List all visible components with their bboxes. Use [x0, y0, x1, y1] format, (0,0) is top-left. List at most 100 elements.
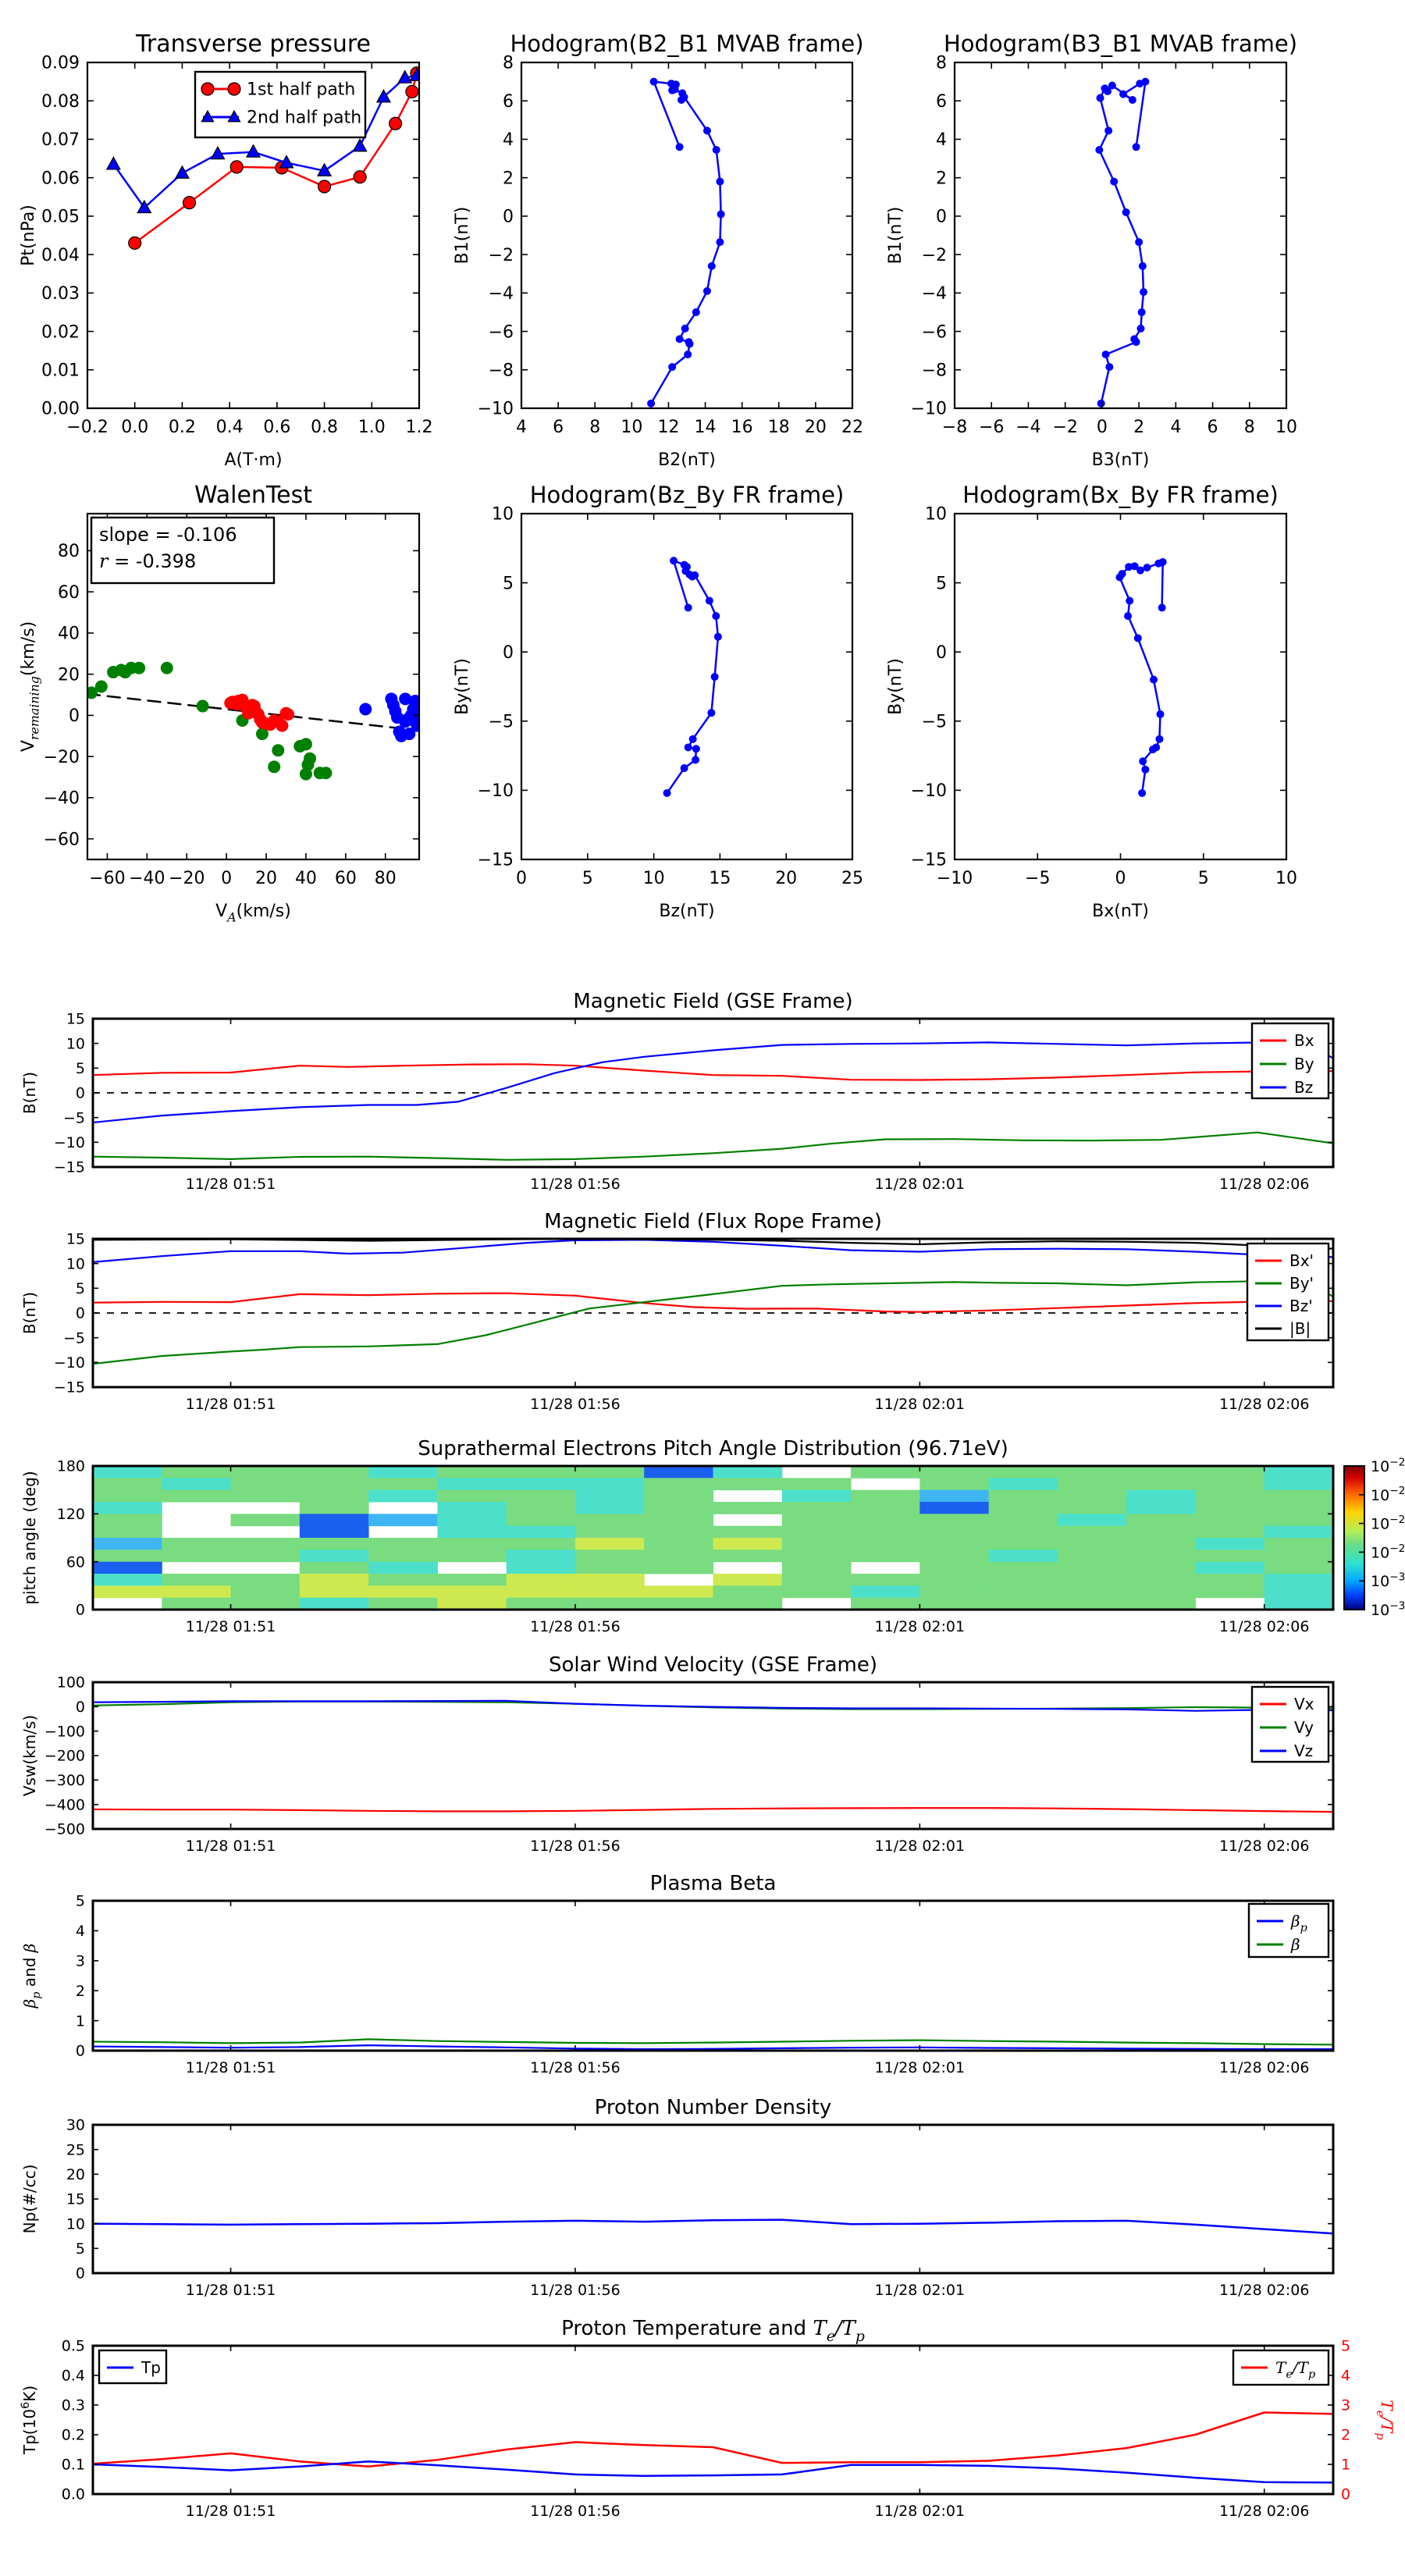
hodogram-bx-by-chart-ytick-label: −5 [922, 713, 947, 732]
hodogram-b2-b1-chart-ytick-label: 4 [503, 130, 514, 150]
pitch-angle-distribution-heatmap-ticks [93, 1465, 1333, 1610]
hodogram-bz-by-chart-xtick-label: 20 [775, 869, 797, 888]
proton-temperature-chart-frame [91, 2344, 1335, 2496]
proton-density-chart-title: Proton Number Density [595, 2096, 832, 2119]
magnetic-field-fr-chart: 11/28 01:51 11/28 01:56 11/28 02:01 11/28 0… [15, 1206, 1364, 1436]
magnetic-field-gse-chart-ytick-label: 5 [76, 1060, 85, 1077]
colorbar-tick-label: 10−30 [1371, 1571, 1405, 1591]
walen-test-chart-ytick-label: −40 [44, 789, 80, 809]
walen-test-chart-ytick-label: 60 [58, 583, 80, 603]
magnetic-field-gse-chart-title: Magnetic Field (GSE Frame) [573, 990, 852, 1013]
hodogram-bz-by-chart-xlabel: Bz(nT) [659, 902, 714, 921]
hodogram-b2-b1-chart-ytick-label: −6 [489, 322, 514, 342]
walen-test-chart-svg: −60 −40 −20 0 20 40 60 80−60−40−20020406080Wale… [19, 482, 421, 925]
hodogram-bz-by-chart-xtick-label: 15 [709, 869, 731, 888]
magnetic-field-fr-chart-ytick-label: 15 [66, 1231, 85, 1248]
hodogram-bz-by-chart-ytick-label: 0 [503, 643, 514, 663]
hodogram-bz-by-chart-xtick-label: 5 [582, 869, 593, 888]
magnetic-field-gse-chart: 11/28 01:51 11/28 01:56 11/28 02:01 11/28 0… [15, 986, 1364, 1215]
pitch-angle-distribution-heatmap-xtick-label: 11/28 02:06 [1219, 1618, 1310, 1635]
pitch-angle-distribution-heatmap-xtick-label: 11/28 02:01 [875, 1618, 966, 1635]
magnetic-field-gse-chart-svg: 11/28 01:51 11/28 01:56 11/28 02:01 11/28 0… [20, 990, 1335, 1193]
series-bz-by-path [663, 557, 722, 797]
solar-wind-velocity-chart-ytick-label: 0 [76, 1699, 85, 1716]
hodogram-b2-b1-chart-xtick-label: 14 [695, 418, 717, 437]
transverse-pressure-chart-ytick-label: 0.05 [41, 208, 80, 227]
hodogram-b3-b1-chart-ytick-label: −8 [922, 361, 947, 380]
hodogram-b2-b1-chart-svg: 4 6 8 10 12 14 16 18 20 22−10−8−6−4−202468Hodogra… [453, 30, 864, 470]
hodogram-b3-b1-chart-svg: −8 −6 −4 −2 0 2 4 6 8 10−10−8−6−4−202468Hodogram(… [886, 30, 1297, 470]
hodogram-b2-b1-chart-frame [520, 61, 854, 410]
solar-wind-velocity-chart-xtick-label: 11/28 02:06 [1219, 1838, 1310, 1855]
walen-test-chart-xlabel: VA(km/s) [215, 902, 291, 925]
transverse-pressure-chart-xtick-label: −0.2 [66, 418, 108, 437]
plasma-beta-chart-svg: 11/28 01:51 11/28 01:56 11/28 02:01 11/28 0… [20, 1872, 1335, 2076]
plasma-beta-chart-legend-label: β [1290, 1935, 1300, 1954]
transverse-pressure-chart-xtick-label: 0.8 [311, 418, 338, 437]
series-b2-b1-path [647, 77, 725, 407]
proton-temperature-chart-xtick-label: 11/28 02:01 [875, 2503, 966, 2520]
magnetic-field-gse-chart-legend-label: Bx [1294, 1031, 1314, 1050]
plasma-beta-chart-ytick-label: 5 [76, 1893, 85, 1910]
magnetic-field-gse-chart-ylabel: B(nT) [20, 1072, 39, 1114]
hodogram-b2-b1-chart-xtick-label: 22 [841, 418, 863, 437]
magnetic-field-fr-chart-title: Magnetic Field (Flux Rope Frame) [544, 1210, 882, 1233]
series-bz-gse [92, 1041, 1334, 1124]
walen-test-chart-xtick-label: 80 [375, 869, 397, 888]
hodogram-b2-b1-chart: 4 6 8 10 12 14 16 18 20 22 −10 −8 −6 −4 −2 0 2 4 6 8 Hodogra… [447, 20, 868, 478]
proton-density-chart-xtick-label: 11/28 02:01 [875, 2282, 966, 2299]
proton-density-chart-xtick-label: 11/28 02:06 [1219, 2282, 1310, 2299]
transverse-pressure-chart-legend-label: 1st half path [247, 80, 355, 100]
proton-temperature-chart-y2tick-label: 3 [1341, 2397, 1350, 2414]
plasma-beta-chart-ticks [93, 1900, 1333, 2051]
magnetic-field-fr-chart-ytick-label: −5 [63, 1329, 85, 1347]
hodogram-b3-b1-chart-ylabel: B1(nT) [886, 207, 905, 265]
proton-temperature-chart-y2tick-label: 2 [1341, 2427, 1350, 2444]
proton-density-chart-ticks [93, 2124, 1333, 2274]
series-walen-blue-points [359, 692, 420, 742]
hodogram-b3-b1-chart-frame [953, 61, 1288, 410]
hodogram-b2-b1-chart-xlabel: B2(nT) [658, 450, 716, 470]
walen-test-chart-xtick-label: −60 [89, 869, 125, 888]
colorbar-tick-label: 10−29 [1371, 1542, 1405, 1562]
proton-temperature-chart-ytick-label: 0.1 [62, 2457, 85, 2474]
proton-density-chart-svg: 11/28 01:51 11/28 01:56 11/28 02:01 11/28 0… [20, 2096, 1335, 2299]
magnetic-field-fr-chart-legend: Bx' By' Bz' |B| [1246, 1242, 1330, 1342]
hodogram-b2-b1-chart-ytick-label: −4 [489, 284, 514, 304]
hodogram-b3-b1-chart-xtick-label: 4 [1170, 418, 1181, 437]
hodogram-bx-by-chart-xtick-label: 0 [1115, 869, 1126, 888]
series-bz-prime [92, 1239, 1334, 1263]
proton-temperature-chart-ytick-label: 0.0 [62, 2486, 85, 2503]
pitch-angle-distribution-heatmap-frame [91, 1464, 1335, 1611]
hodogram-b2-b1-chart-ytick-label: −8 [489, 361, 514, 380]
proton-temperature-chart-ytick-label: 0.4 [62, 2368, 85, 2385]
series-bx-prime [92, 1292, 1334, 1313]
plasma-beta-chart-legend-label: βp [1290, 1912, 1307, 1934]
hodogram-b2-b1-chart-title: Hodogram(B2_B1 MVAB frame) [510, 30, 863, 57]
solar-wind-velocity-chart-ylabel: Vsw(km/s) [20, 1715, 39, 1796]
hodogram-bz-by-chart-ticks [521, 513, 853, 860]
series-tp [92, 2460, 1334, 2484]
hodogram-bx-by-chart-ticks [954, 513, 1287, 860]
hodogram-b3-b1-chart-xtick-label: 6 [1208, 418, 1218, 437]
proton-temperature-chart-y2tick-label: 1 [1341, 2457, 1350, 2474]
hodogram-bx-by-chart-ytick-label: −15 [911, 851, 947, 870]
proton-temperature-chart-ticks [93, 2345, 1333, 2495]
series-walen-red-points [224, 693, 295, 732]
plasma-beta-chart-xtick-label: 11/28 01:51 [186, 2059, 276, 2076]
solar-wind-velocity-chart-ytick-label: 100 [57, 1674, 85, 1692]
proton-temperature-chart: 11/28 01:51 11/28 01:56 11/28 02:01 11/28 0… [15, 2313, 1405, 2542]
walen-test-chart-ytick-label: 0 [69, 706, 80, 726]
hodogram-b3-b1-chart: −8 −6 −4 −2 0 2 4 6 8 10 −10 −8 −6 −4 −2 0 2 4 6 8 Hodogram(… [880, 20, 1302, 478]
proton-density-chart-xtick-label: 11/28 01:51 [186, 2282, 276, 2299]
hodogram-b2-b1-chart-xtick-label: 20 [805, 418, 827, 437]
hodogram-bz-by-chart-ytick-label: −10 [478, 781, 514, 801]
pitch-angle-distribution-heatmap-xtick-label: 11/28 01:51 [186, 1618, 276, 1635]
hodogram-b3-b1-chart-ytick-label: 0 [936, 208, 947, 227]
plasma-beta-chart-ytick-label: 4 [76, 1923, 85, 1940]
walen-test-chart-title: WalenTest [194, 482, 312, 509]
walen-test-chart-xtick-label: 20 [255, 869, 277, 888]
magnetic-field-fr-chart-ytick-label: 0 [76, 1305, 85, 1322]
walen-test-chart-xtick-label: 60 [335, 869, 357, 888]
